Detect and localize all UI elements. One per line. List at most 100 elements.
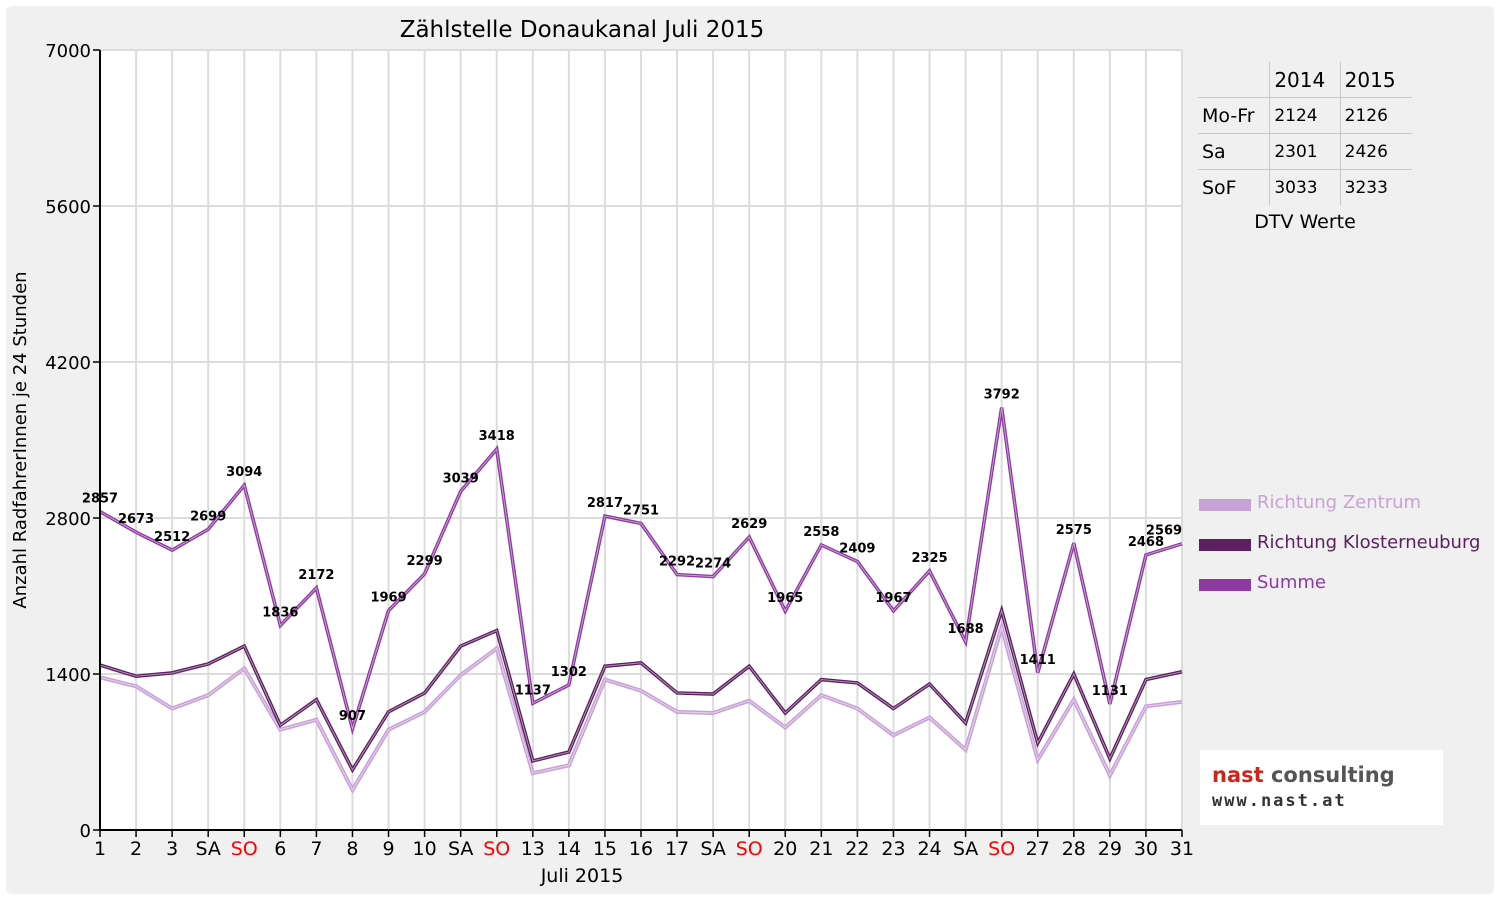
data-label: 1688 — [948, 622, 984, 637]
dtv-header-2015: 2015 — [1339, 62, 1412, 98]
data-label: 2468 — [1128, 535, 1164, 550]
x-tick-label: SO — [483, 838, 510, 860]
x-tick-label: 14 — [557, 838, 581, 860]
y-tick-label: 7000 — [45, 41, 91, 62]
dtv-row-label: SoF — [1198, 169, 1270, 205]
data-label: 2673 — [118, 512, 154, 527]
data-label: 1967 — [875, 591, 911, 606]
x-tick-label: 30 — [1134, 838, 1158, 860]
legend-label: Summe — [1257, 572, 1326, 593]
data-label: 3039 — [443, 471, 479, 486]
data-label: 1969 — [370, 591, 406, 606]
y-tick-label: 5600 — [45, 197, 91, 218]
series-line-highlight — [99, 625, 1183, 791]
dtv-caption: DTV Werte — [1254, 211, 1356, 233]
x-tick-label: 28 — [1062, 838, 1086, 860]
data-label: 2558 — [803, 525, 839, 540]
x-tick-label: 16 — [629, 838, 653, 860]
x-axis-label: Juli 2015 — [540, 865, 624, 887]
x-tick-label: 22 — [845, 838, 869, 860]
x-tick-label: 6 — [274, 838, 286, 860]
data-label: 3418 — [479, 429, 515, 444]
data-label: 2292 — [659, 555, 695, 570]
x-tick-label: 8 — [346, 838, 358, 860]
data-label: 907 — [339, 709, 366, 724]
legend-label: Richtung Klosterneuburg — [1257, 532, 1481, 553]
dtv-row-label: Mo-Fr — [1198, 97, 1270, 134]
x-tick-label: 21 — [809, 838, 833, 860]
data-label: 2569 — [1146, 524, 1182, 539]
y-tick-label: 4200 — [45, 353, 91, 374]
data-label: 2299 — [407, 554, 443, 569]
chart-title: Zählstelle Donaukanal Juli 2015 — [400, 17, 765, 43]
logo-url: www.nast.at — [1212, 791, 1347, 811]
x-tick-label: 20 — [773, 838, 797, 860]
x-tick-label: 27 — [1026, 838, 1050, 860]
logo-word-consulting: consulting — [1270, 763, 1395, 787]
dtv-header-empty — [1198, 62, 1270, 98]
logo-word-nast: nast — [1212, 763, 1264, 787]
series-line-highlight — [99, 608, 1183, 771]
series-line-highlight — [99, 407, 1183, 731]
legend-swatch — [1199, 539, 1251, 551]
data-label: 2409 — [839, 542, 875, 557]
x-tick-label: 1 — [94, 838, 106, 860]
x-tick-label: SO — [988, 838, 1015, 860]
data-label: 1302 — [551, 665, 587, 680]
x-tick-label: SA — [700, 838, 725, 860]
dtv-header-2014: 2014 — [1269, 62, 1341, 98]
dtv-row-label: Sa — [1198, 133, 1270, 170]
data-label: 2857 — [82, 492, 118, 507]
x-tick-label: 3 — [166, 838, 178, 860]
x-tick-label: 15 — [593, 838, 617, 860]
data-label: 1965 — [767, 591, 803, 606]
y-tick-label: 1400 — [45, 665, 91, 686]
data-label: 2172 — [298, 568, 334, 583]
dtv-cell-2014: 2301 — [1269, 133, 1341, 170]
data-label: 2629 — [731, 517, 767, 532]
data-label: 2575 — [1056, 523, 1092, 538]
data-label: 2817 — [587, 496, 623, 511]
x-tick-label: 7 — [310, 838, 322, 860]
data-label: 2325 — [911, 551, 947, 566]
dtv-cell-2015: 2126 — [1339, 97, 1412, 134]
x-tick-label: SA — [195, 838, 220, 860]
data-label: 2274 — [695, 557, 731, 572]
data-label: 1411 — [1020, 653, 1056, 668]
data-label: 3094 — [226, 465, 262, 480]
x-tick-label: SA — [448, 838, 473, 860]
x-tick-label: 17 — [665, 838, 689, 860]
dtv-cell-2014: 3033 — [1269, 169, 1341, 205]
series-lines — [99, 407, 1183, 795]
x-tick-label: 31 — [1170, 838, 1194, 860]
logo-wordmark: nast consulting — [1212, 763, 1395, 787]
x-tick-label: 13 — [521, 838, 545, 860]
x-tick-label: 29 — [1098, 838, 1122, 860]
data-label: 3792 — [984, 387, 1020, 402]
data-label: 1131 — [1092, 684, 1128, 699]
x-tick-label: 24 — [917, 838, 941, 860]
dtv-cell-2014: 2124 — [1269, 97, 1341, 134]
data-label: 2512 — [154, 530, 190, 545]
company-logo: nast consulting www.nast.at — [1200, 750, 1443, 825]
data-label: 2699 — [190, 509, 226, 524]
dtv-cell-2015: 3233 — [1339, 169, 1412, 205]
dtv-cell-2015: 2426 — [1339, 133, 1412, 170]
data-label: 1137 — [515, 683, 551, 698]
y-axis-label: Anzahl RadfahrerInnen je 24 Stunden — [10, 271, 31, 608]
x-tick-label: SO — [231, 838, 258, 860]
legend-swatch — [1199, 579, 1251, 591]
x-tick-label: 10 — [413, 838, 437, 860]
x-tick-label: SO — [736, 838, 763, 860]
y-tick-label: 2800 — [45, 509, 91, 530]
x-tick-label: 2 — [130, 838, 142, 860]
y-tick-label: 0 — [80, 821, 91, 842]
data-label: 1836 — [262, 605, 298, 620]
legend-label: Richtung Zentrum — [1257, 492, 1422, 513]
gridlines — [100, 49, 1183, 830]
x-tick-label: SA — [953, 838, 978, 860]
